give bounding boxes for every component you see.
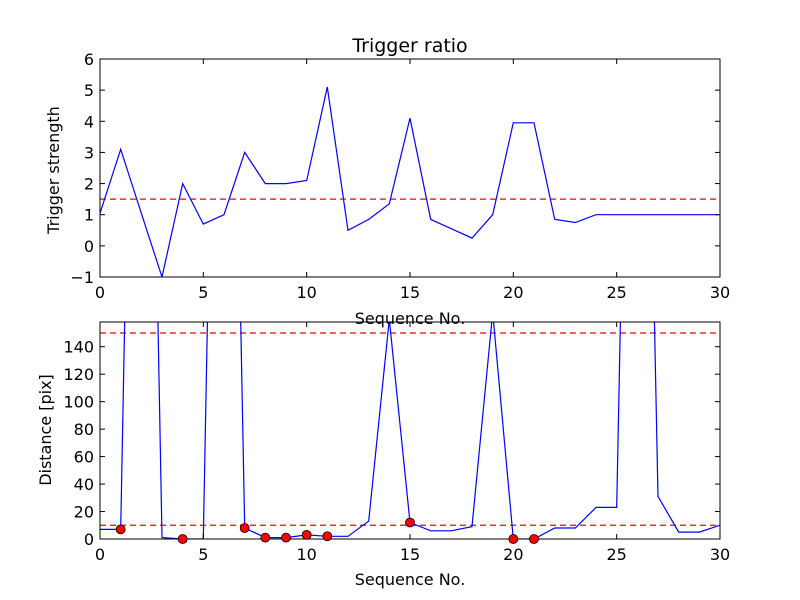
y-tick-label: 4 [84,112,94,131]
bottom-x-axis-label: Sequence No. [355,570,466,589]
data-point-marker [405,517,415,528]
x-tick-label: 20 [503,545,523,564]
x-tick-label: 25 [606,545,626,564]
x-tick-label: 10 [296,283,316,302]
y-tick-label: 1 [84,206,94,225]
x-tick-label: 0 [95,545,105,564]
x-tick-label: 10 [296,545,316,564]
x-tick-label: 20 [503,283,523,302]
y-tick-label: 60 [74,448,94,467]
data-point-marker [260,532,271,543]
x-tick-label: 15 [400,545,420,564]
data-point-marker [177,534,188,544]
data-point-marker [508,534,519,544]
y-tick-label: 0 [84,237,94,256]
y-tick-label: 140 [63,338,94,357]
x-tick-label: 30 [710,283,730,302]
y-tick-label: 5 [84,81,94,100]
distance-chart: 0 5 10 15 20 25 30 0 20 40 60 80 100 120 140 Sequence … [36,321,730,589]
y-tick-label: 120 [63,365,94,384]
x-tick-label: 0 [95,283,105,302]
y-tick-label: 80 [74,420,94,439]
y-tick-label: 3 [84,143,94,162]
data-point-marker [301,529,312,540]
series-line-0 [100,322,720,539]
x-tick-label: 15 [400,283,420,302]
data-point-marker [322,531,333,542]
x-tick-label: 5 [198,283,208,302]
data-point-marker [281,532,291,543]
data-point-marker [239,523,250,533]
y-tick-label: 0 [84,530,94,549]
y-tick-label: 20 [74,503,94,522]
bottom-y-axis-label: Distance [pix] [36,374,55,486]
y-tick-label: 2 [84,175,94,194]
x-tick-label: 5 [198,545,208,564]
top-y-axis-label: Trigger strength [44,106,63,235]
y-tick-label: −1 [70,268,94,287]
data-point-marker [529,534,539,544]
data-point-marker [115,524,126,535]
top-x-axis-label: Sequence No. [355,309,466,328]
x-tick-label: 30 [710,545,730,564]
series-line-0 [100,86,720,277]
y-tick-label: 40 [74,475,94,494]
x-tick-label: 25 [606,283,626,302]
chart-title: Trigger ratio [351,35,467,57]
y-tick-label: 100 [63,393,94,412]
y-tick-label: 6 [84,50,94,69]
